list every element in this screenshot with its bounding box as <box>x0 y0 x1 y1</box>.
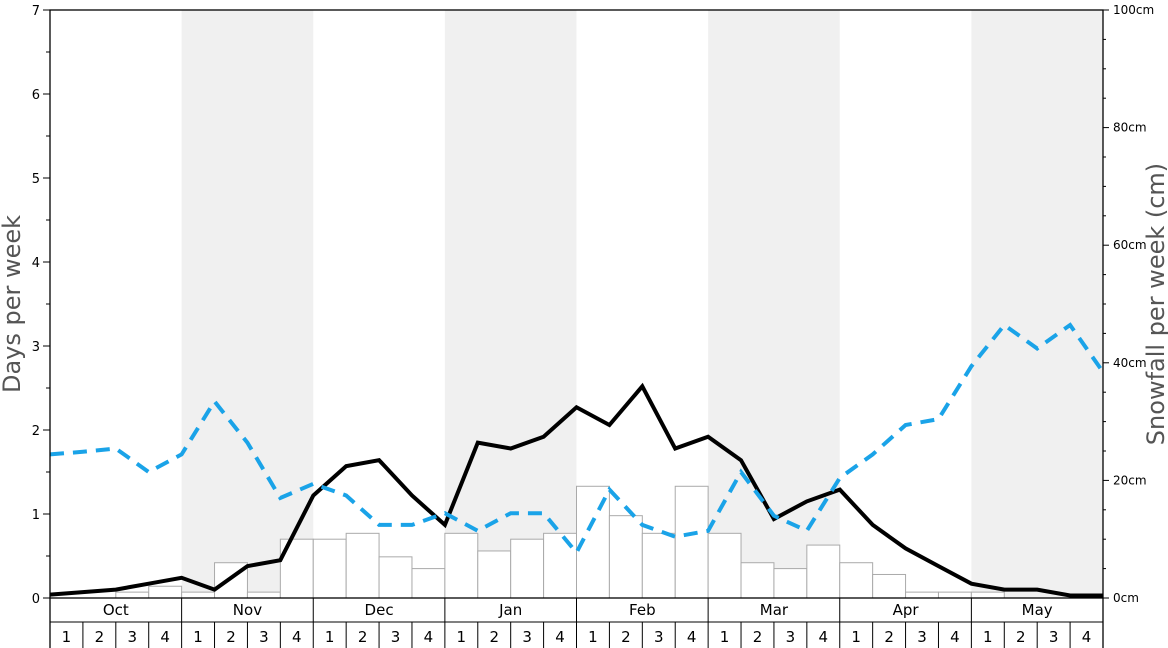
week-label: 4 <box>555 628 565 646</box>
month-band-may <box>971 10 1103 598</box>
snowfall-bar <box>378 556 413 599</box>
week-label: 2 <box>226 628 236 646</box>
snowfall-bar <box>477 550 512 599</box>
snowfall-bar <box>740 562 775 599</box>
snowfall-bar <box>872 573 907 599</box>
snowfall-bar <box>674 485 709 599</box>
month-label: Feb <box>629 601 656 619</box>
week-label: 3 <box>522 628 532 646</box>
month-band-jan <box>444 10 577 598</box>
week-label: 1 <box>983 628 993 646</box>
week-label: 4 <box>292 628 302 646</box>
week-label: 3 <box>391 628 401 646</box>
solid-series-line <box>49 382 1103 598</box>
right-tick-label: 20cm <box>1113 473 1147 487</box>
right-tick-label: 40cm <box>1113 356 1147 370</box>
week-label: 3 <box>1049 628 1059 646</box>
snowfall-bar <box>707 532 742 599</box>
snowfall-bar <box>641 532 676 599</box>
snowfall-bar <box>608 515 643 599</box>
right-tick-label: 100cm <box>1113 3 1154 17</box>
snowfall-bar <box>937 591 972 599</box>
left-tick-label: 0 <box>32 592 40 607</box>
left-tick-label: 3 <box>32 340 40 355</box>
week-label: 3 <box>654 628 664 646</box>
week-label: 2 <box>489 628 499 646</box>
snowfall-bar <box>246 591 281 599</box>
right-axis-title: Snowfall per week (cm) <box>1142 163 1168 445</box>
snowfall-bar <box>148 585 183 599</box>
snowfall-bar <box>115 591 150 599</box>
month-label: Mar <box>760 601 789 619</box>
right-tick-label: 80cm <box>1113 121 1147 135</box>
week-label: 2 <box>95 628 105 646</box>
week-label: 4 <box>950 628 960 646</box>
snowfall-bar <box>806 544 841 599</box>
left-tick-label: 5 <box>32 172 40 187</box>
snowfall-bar <box>312 538 347 599</box>
week-label: 1 <box>193 628 203 646</box>
right-tick-label: 60cm <box>1113 238 1147 252</box>
week-label: 3 <box>127 628 137 646</box>
week-label: 4 <box>819 628 829 646</box>
snowfall-bar <box>773 568 808 599</box>
snowfall-bar <box>905 591 939 599</box>
week-label: 3 <box>917 628 927 646</box>
week-label: 4 <box>1082 628 1092 646</box>
snowfall-bars <box>115 485 1005 599</box>
snowfall-bar <box>444 532 479 599</box>
week-label: 2 <box>884 628 894 646</box>
left-tick-label: 6 <box>32 88 40 103</box>
week-label: 1 <box>720 628 730 646</box>
week-label: 1 <box>325 628 335 646</box>
week-label: 4 <box>424 628 434 646</box>
snowfall-bar <box>839 562 874 599</box>
month-label: Dec <box>365 601 394 619</box>
left-tick-label: 7 <box>32 4 40 19</box>
snowfall-bar <box>181 591 216 599</box>
week-label: 2 <box>358 628 368 646</box>
snowfall-bar <box>970 591 1005 599</box>
month-label: May <box>1022 601 1053 619</box>
week-label: 4 <box>687 628 697 646</box>
week-label: 2 <box>621 628 631 646</box>
snowfall-bar <box>345 532 380 599</box>
week-label: 4 <box>160 628 170 646</box>
month-label: Jan <box>498 601 522 619</box>
snowfall-bar <box>411 568 446 599</box>
week-label: 1 <box>457 628 467 646</box>
left-tick-label: 4 <box>32 256 40 271</box>
left-axis-title: Days per week <box>0 215 26 393</box>
snowfall-bar <box>510 538 545 599</box>
right-axis: 0cm 20cm 40cm 60cm 80cm 100cm <box>1103 3 1154 605</box>
week-label: 1 <box>851 628 861 646</box>
week-label: 2 <box>1016 628 1026 646</box>
month-label: Apr <box>893 601 920 619</box>
month-label: Nov <box>233 601 262 619</box>
week-label: 1 <box>588 628 598 646</box>
series-lines <box>49 322 1105 598</box>
week-label: 2 <box>753 628 763 646</box>
month-band-mar <box>708 10 840 598</box>
dashed-series-line <box>49 322 1105 557</box>
x-axis: Oct 1 2 3 4 Nov 1 2 3 4 Dec 1 2 3 4 Jan 1 2 3 4 Feb 1 2 3 4 Mar 1 2… <box>49 598 1104 648</box>
week-label: 3 <box>786 628 796 646</box>
left-tick-label: 1 <box>32 508 40 523</box>
month-band-nov <box>181 10 314 598</box>
right-tick-label: 0cm <box>1113 591 1139 605</box>
week-label: 1 <box>62 628 72 646</box>
snowfall-bar <box>543 532 577 599</box>
month-label: Oct <box>103 601 129 619</box>
week-label: 3 <box>259 628 269 646</box>
left-axis: 0 1 2 3 4 5 6 7 <box>32 4 50 607</box>
left-tick-label: 2 <box>32 424 40 439</box>
month-bands <box>181 10 1103 598</box>
